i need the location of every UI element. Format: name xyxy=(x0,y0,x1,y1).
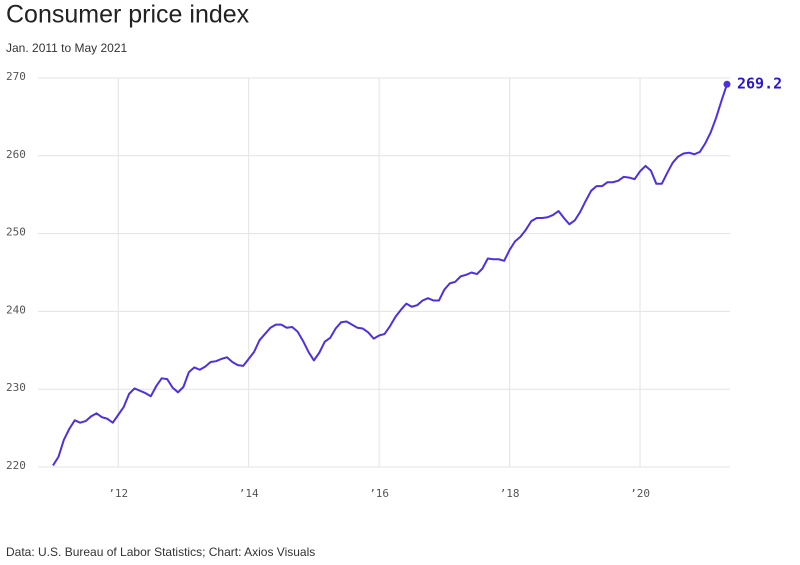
x-tick-label: ’20 xyxy=(630,487,650,500)
x-tick-label: ’18 xyxy=(500,487,520,500)
end-point xyxy=(723,80,731,88)
x-tick-label: ’16 xyxy=(369,487,389,500)
x-tick-label: ’12 xyxy=(108,487,128,500)
y-tick-label: 240 xyxy=(6,303,26,316)
data-line xyxy=(52,83,728,466)
chart-title: Consumer price index xyxy=(6,1,250,29)
y-tick-label: 230 xyxy=(6,381,26,394)
x-tick-label: ’14 xyxy=(239,487,259,500)
y-tick-label: 270 xyxy=(6,70,26,83)
y-tick-label: 260 xyxy=(6,148,26,161)
chart-source: Data: U.S. Bureau of Labor Statistics; C… xyxy=(6,545,315,559)
y-tick-label: 220 xyxy=(6,459,26,472)
y-tick-label: 250 xyxy=(6,226,26,239)
end-value-label: 269.2 xyxy=(737,75,782,93)
chart-subtitle: Jan. 2011 to May 2021 xyxy=(6,41,128,55)
